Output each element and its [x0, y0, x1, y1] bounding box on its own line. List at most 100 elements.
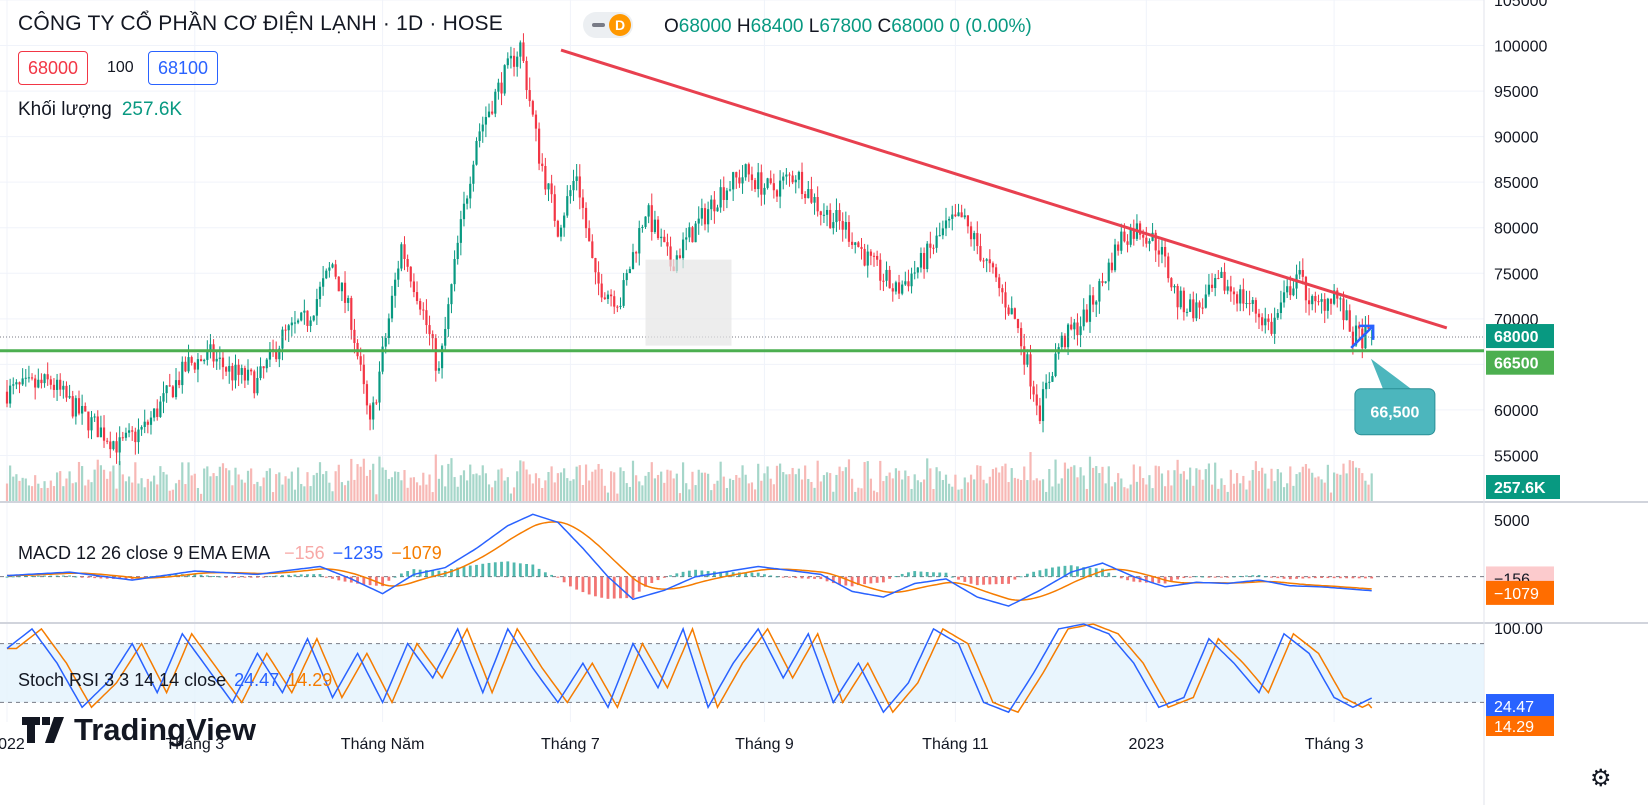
macd-hist-bar	[256, 576, 259, 578]
macd-hist-bar	[550, 574, 554, 577]
candle-body	[603, 297, 606, 299]
macd-hist-bar	[249, 576, 253, 578]
macd-hist-bar	[950, 576, 954, 578]
macd-signal-value: −1079	[391, 543, 442, 563]
volume-bar	[1032, 480, 1035, 501]
volume-bar	[350, 458, 353, 501]
candle-body	[550, 183, 553, 195]
volume-bar	[522, 461, 525, 501]
volume-bar	[872, 490, 876, 501]
macd-hist-bar	[1032, 571, 1036, 577]
volume-bar	[578, 465, 581, 501]
macd-hist-bar	[625, 576, 629, 599]
candle-body	[140, 426, 143, 430]
candle-body	[1189, 299, 1192, 312]
volume-bar	[1073, 465, 1076, 501]
volume-bar	[162, 471, 165, 501]
candle-body	[174, 380, 178, 398]
volume-bar	[1142, 478, 1145, 501]
volume-bar	[1348, 460, 1351, 501]
volume-bar	[1176, 459, 1179, 501]
macd-hist-bar	[143, 576, 147, 578]
macd-hist-bar	[1176, 576, 1180, 580]
candle-body	[1229, 286, 1232, 292]
callout-pointer	[1370, 358, 1411, 389]
candle-body	[541, 163, 544, 167]
macd-hist-bar	[687, 570, 691, 577]
candle-body	[228, 365, 231, 372]
candle-body	[1110, 262, 1113, 271]
candle-body	[1257, 313, 1261, 318]
candle-body	[425, 310, 428, 326]
volume-bar	[250, 468, 253, 501]
macd-hist-bar	[1288, 576, 1292, 580]
macd-hist-bar	[844, 576, 848, 586]
candle-body	[616, 306, 619, 308]
volume-bar	[143, 487, 146, 501]
macd-hist-bar	[581, 576, 585, 593]
volume-bar	[922, 479, 926, 501]
volume-bar	[1164, 486, 1167, 501]
candle-body	[769, 178, 772, 184]
candle-body	[800, 171, 804, 195]
volume-bar	[243, 482, 246, 501]
volume-bar	[710, 490, 713, 501]
macd-hist-bar	[631, 576, 635, 598]
volume-bar	[397, 471, 400, 501]
candle-body	[347, 298, 350, 303]
macd-hist-bar	[437, 570, 441, 577]
volume-bar	[753, 489, 757, 501]
candle-body	[622, 280, 625, 306]
volume-bar	[1029, 452, 1032, 501]
candle-body	[1333, 290, 1336, 304]
volume-bar	[434, 454, 437, 501]
volume-bar	[1041, 479, 1045, 501]
candle-body	[350, 298, 353, 330]
drawings[interactable]: 66,500	[0, 48, 1484, 436]
volume-bar	[281, 484, 284, 501]
candle-body	[1235, 294, 1239, 304]
stoch-rsi-legend[interactable]: Stoch RSI 3 3 14 14 close 24.47 14.29	[18, 670, 332, 691]
volume-bar	[901, 479, 904, 501]
candle-body	[450, 284, 453, 305]
interval-badge: D	[609, 14, 631, 36]
candle-body	[988, 259, 991, 264]
macd-hist-bar	[61, 575, 65, 577]
candle-body	[509, 55, 513, 59]
sell-button[interactable]: 68000	[18, 51, 89, 85]
volume-bar	[275, 474, 278, 501]
candle-body	[1079, 326, 1082, 336]
volume-bar	[1229, 469, 1232, 501]
volume-bar	[1085, 488, 1088, 501]
volume-bar	[538, 478, 541, 501]
macd-hist-bar	[93, 576, 97, 579]
gear-icon[interactable]: ⚙	[1590, 765, 1612, 792]
buy-button[interactable]: 68100	[148, 51, 219, 85]
candle-body	[631, 252, 635, 270]
macd-hist-bar	[788, 576, 791, 578]
interval-toggle[interactable]: D	[583, 12, 633, 38]
macd-hist-bar	[1326, 576, 1330, 579]
candle-body	[106, 440, 109, 442]
volume-bar	[378, 456, 381, 501]
volume-bar	[1235, 473, 1239, 501]
candle-body	[897, 282, 901, 294]
stoch-d-line	[7, 623, 1373, 714]
volume-bar	[985, 483, 988, 501]
low-value: 67800	[819, 16, 873, 37]
volume-bar	[296, 467, 300, 501]
macd-hist-bar	[293, 574, 297, 577]
macd-hist-bar	[637, 576, 641, 592]
volume-bar	[951, 486, 954, 501]
candle-body	[1348, 310, 1351, 332]
macd-hist-bar	[1044, 568, 1048, 577]
volume-bar	[938, 471, 941, 501]
candle-body	[259, 366, 262, 379]
callout-box	[1354, 388, 1436, 436]
macd-legend[interactable]: MACD 12 26 close 9 EMA EMA −156 −1235 −1079	[18, 543, 442, 564]
macd-hist-bar	[1069, 565, 1073, 577]
volume-bar	[732, 480, 735, 501]
volume-tag-label: 257.6K	[1494, 480, 1546, 497]
tradingview-logo[interactable]: TradingView	[22, 712, 256, 748]
